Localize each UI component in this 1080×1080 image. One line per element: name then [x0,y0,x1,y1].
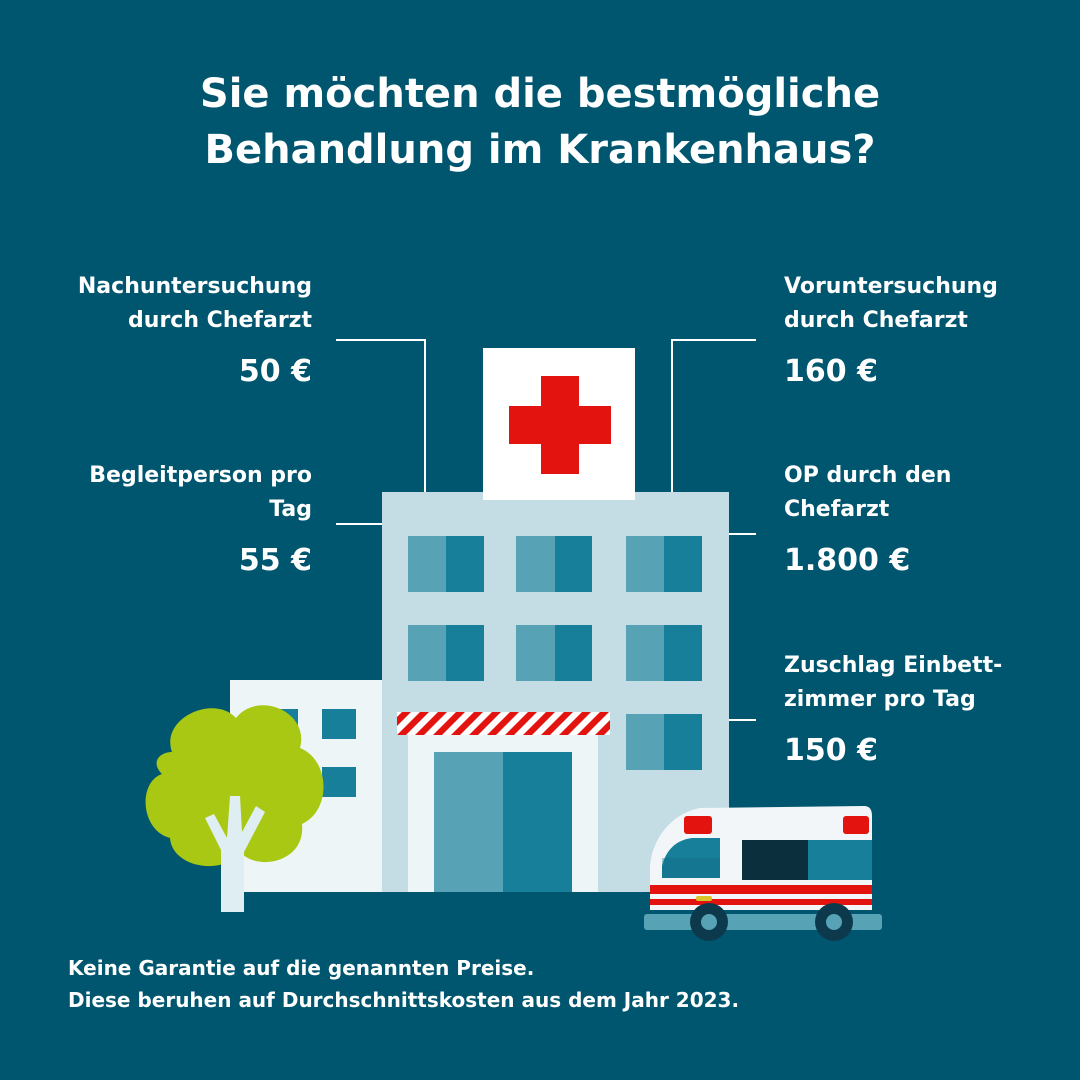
cost-price: 150 € [784,733,878,768]
title-line-2: Behandlung im Krankenhaus? [204,127,876,173]
entrance-awning [397,712,610,735]
cost-item-followup-exam: Nachuntersuchung durch Chefarzt 50 € [62,270,312,392]
cost-item-companion: Begleitperson pro Tag 55 € [62,459,312,581]
cost-label-line-2: Tag [269,497,312,522]
ambulance-icon [644,806,882,941]
leader-line-followup [336,339,426,516]
cost-price: 55 € [238,543,312,578]
cost-label-line-1: OP durch den [784,463,952,488]
cost-label-line-2: durch Chefarzt [128,308,312,333]
cost-item-surgery: OP durch den Chefarzt 1.800 € [784,459,1034,581]
cost-label-line-1: Nachuntersuchung [77,274,312,299]
cost-label-line-1: Begleitperson pro [89,463,312,488]
page-title: Sie möchten die bestmögliche Behandlung … [0,66,1080,178]
cost-item-pre-exam: Voruntersuchung durch Chefarzt 160 € [784,270,1034,392]
title-line-1: Sie möchten die bestmögliche [199,71,881,117]
cost-label-line-1: Voruntersuchung [784,274,998,299]
cost-price: 160 € [784,354,878,389]
leader-line-pre-exam [671,339,756,516]
tree-icon [145,705,324,912]
cost-label-line-2: zimmer pro Tag [784,687,976,712]
red-cross-icon [483,348,635,500]
disclaimer-line-2: Diese beruhen auf Durchschnittskosten au… [68,988,740,1012]
cost-item-single-room: Zuschlag Einbett- zimmer pro Tag 150 € [784,649,1034,771]
disclaimer: Keine Garantie auf die genannten Preise.… [68,952,968,1016]
cost-label-line-1: Zuschlag Einbett- [784,653,1003,678]
cost-price: 1.800 € [784,543,911,578]
cost-label-line-2: durch Chefarzt [784,308,968,333]
cost-price: 50 € [238,354,312,389]
disclaimer-line-1: Keine Garantie auf die genannten Preise. [68,956,535,980]
cost-label-line-2: Chefarzt [784,497,890,522]
